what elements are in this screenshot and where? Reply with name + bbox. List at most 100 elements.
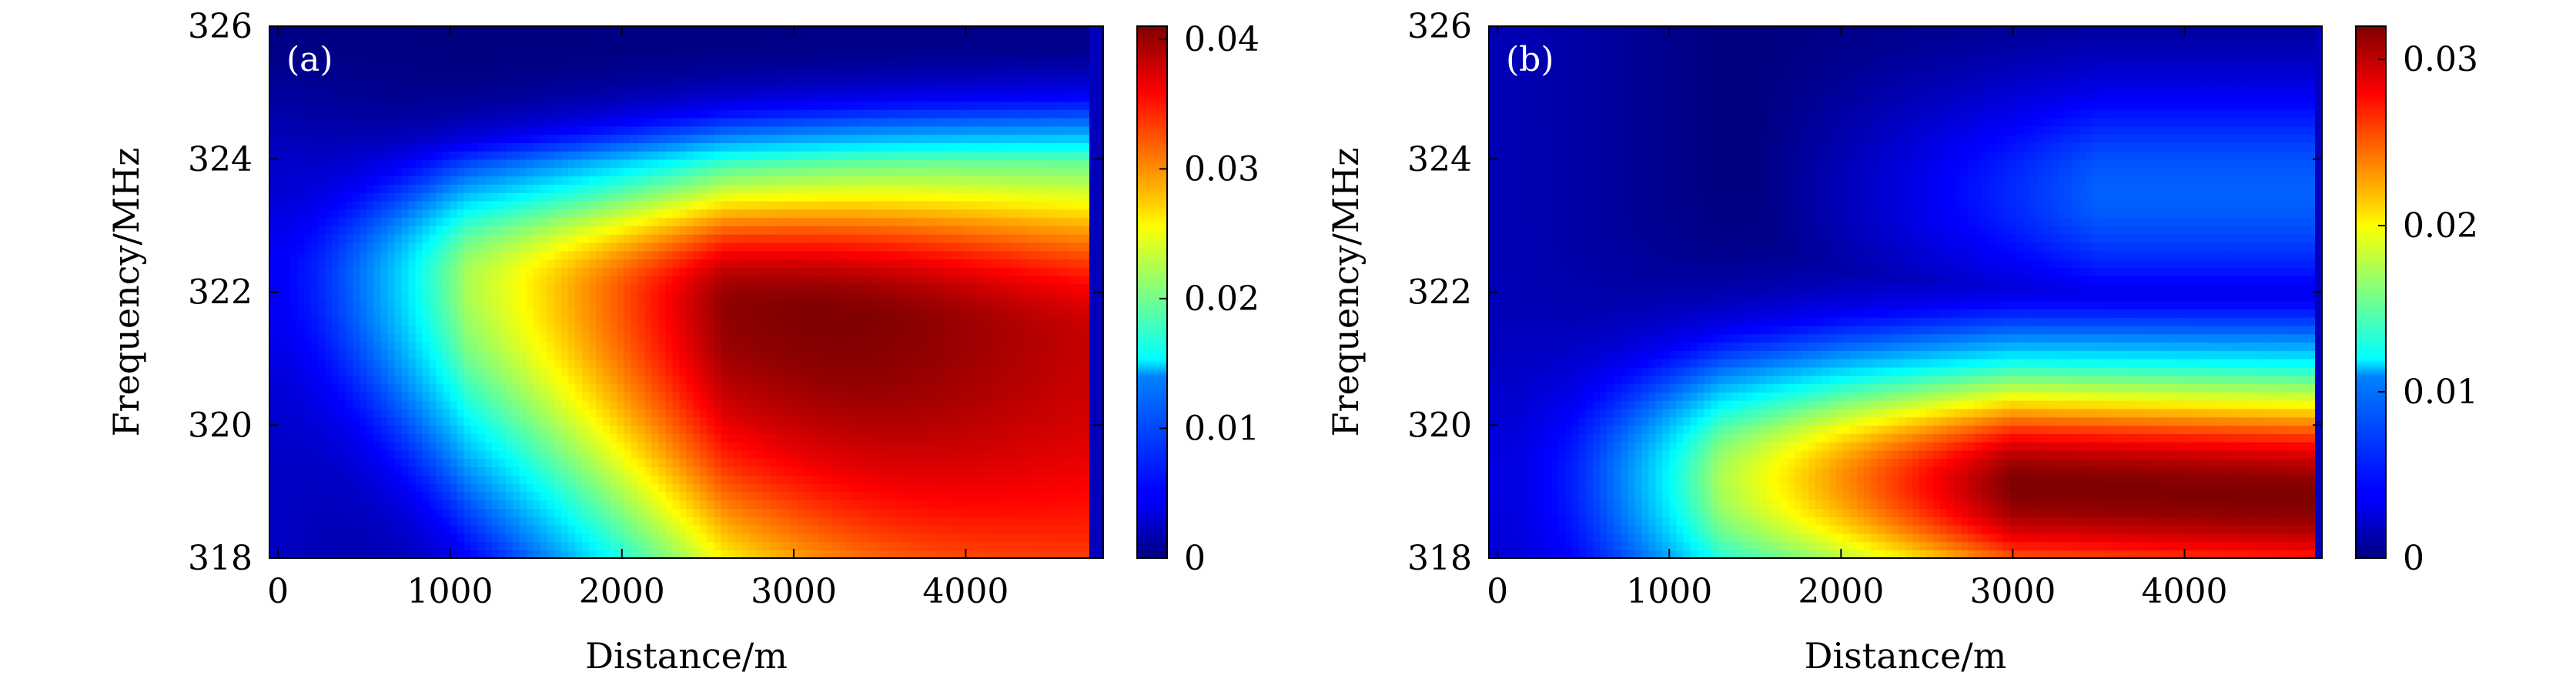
heatmap-cell bbox=[762, 109, 771, 119]
heatmap-cell bbox=[631, 59, 639, 69]
heatmap-cell bbox=[470, 242, 479, 252]
heatmap-cell bbox=[624, 358, 632, 368]
heatmap-cell bbox=[658, 375, 667, 385]
heatmap-cell bbox=[477, 508, 486, 517]
heatmap-cell bbox=[387, 500, 396, 510]
heatmap-cell bbox=[797, 209, 805, 219]
heatmap-cell bbox=[360, 184, 368, 193]
heatmap-cell bbox=[443, 491, 451, 501]
heatmap-cell bbox=[283, 101, 291, 110]
heatmap-cell bbox=[665, 292, 674, 302]
heatmap-cell bbox=[596, 159, 604, 169]
heatmap-cell bbox=[332, 250, 340, 260]
heatmap-cell bbox=[769, 450, 778, 460]
heatmap-cell bbox=[568, 84, 576, 94]
heatmap-cell bbox=[457, 316, 465, 326]
heatmap-cell bbox=[477, 267, 486, 276]
heatmap-cell bbox=[776, 250, 785, 260]
heatmap-cell bbox=[603, 500, 611, 510]
heatmap-cell bbox=[387, 392, 396, 401]
heatmap-cell bbox=[318, 150, 326, 160]
heatmap-cell bbox=[610, 26, 618, 35]
heatmap-cell bbox=[443, 125, 451, 135]
heatmap-cell bbox=[318, 400, 326, 410]
heatmap-cell bbox=[457, 250, 465, 260]
heatmap-cell bbox=[297, 75, 305, 85]
heatmap-cell bbox=[304, 400, 312, 410]
heatmap-cell bbox=[311, 150, 319, 160]
heatmap-cell bbox=[380, 483, 389, 493]
heatmap-cell bbox=[269, 441, 277, 451]
heatmap-cell bbox=[783, 134, 791, 143]
heatmap-cell bbox=[366, 242, 375, 252]
heatmap-cell bbox=[463, 217, 472, 226]
heatmap-cell bbox=[526, 450, 534, 460]
heatmap-cell bbox=[290, 309, 298, 318]
heatmap-cell bbox=[783, 408, 791, 418]
heatmap-cell bbox=[547, 517, 555, 526]
heatmap-cell bbox=[762, 67, 771, 77]
heatmap-cell bbox=[269, 508, 277, 517]
heatmap-cell bbox=[617, 350, 625, 359]
heatmap-cell bbox=[582, 550, 590, 559]
heatmap-cell bbox=[463, 92, 472, 102]
heatmap-cell bbox=[484, 408, 493, 418]
heatmap-cell bbox=[624, 176, 632, 185]
heatmap-cell bbox=[610, 450, 618, 460]
heatmap-cell bbox=[394, 342, 403, 351]
heatmap-cell bbox=[304, 500, 312, 510]
heatmap-cell bbox=[624, 433, 632, 443]
heatmap-cell bbox=[498, 458, 507, 468]
heatmap-cell bbox=[734, 508, 743, 517]
heatmap-cell bbox=[353, 375, 361, 385]
heatmap-cell bbox=[297, 184, 305, 193]
heatmap-cell bbox=[311, 92, 319, 102]
heatmap-cell bbox=[596, 84, 604, 94]
heatmap-cell bbox=[776, 475, 785, 484]
heatmap-cell bbox=[380, 26, 389, 35]
heatmap-cell bbox=[436, 358, 444, 368]
heatmap-cell bbox=[346, 84, 354, 94]
heatmap-cell bbox=[477, 524, 486, 534]
heatmap-cell bbox=[769, 342, 778, 351]
heatmap-cell bbox=[353, 250, 361, 260]
heatmap-cell bbox=[679, 450, 687, 460]
heatmap-cell bbox=[325, 242, 333, 252]
heatmap-cell bbox=[339, 117, 347, 127]
heatmap-cell bbox=[366, 275, 375, 285]
heatmap-cell bbox=[804, 134, 812, 143]
heatmap-cell bbox=[644, 500, 653, 510]
heatmap-cell bbox=[561, 84, 569, 94]
heatmap-cell bbox=[637, 26, 646, 35]
heatmap-cell bbox=[596, 533, 604, 543]
heatmap-cell bbox=[561, 109, 569, 119]
heatmap-cell bbox=[505, 283, 514, 293]
heatmap-cell bbox=[415, 450, 423, 460]
heatmap-cell bbox=[575, 192, 583, 202]
heatmap-cell bbox=[297, 524, 305, 534]
heatmap-cell bbox=[714, 458, 722, 468]
heatmap-cell bbox=[290, 350, 298, 359]
heatmap-cell bbox=[339, 517, 347, 526]
heatmap-cell bbox=[797, 26, 805, 35]
heatmap-cell bbox=[450, 524, 458, 534]
heatmap-cell bbox=[686, 366, 694, 376]
heatmap-cell bbox=[741, 383, 750, 393]
heatmap-cell bbox=[707, 267, 715, 276]
heatmap-cell bbox=[463, 283, 472, 293]
heatmap-cell bbox=[734, 159, 743, 169]
heatmap-cell bbox=[693, 275, 701, 285]
heatmap-cell bbox=[769, 350, 778, 359]
heatmap-cell bbox=[610, 283, 618, 293]
heatmap-cell bbox=[463, 541, 472, 551]
heatmap-cell bbox=[589, 283, 597, 293]
heatmap-cell bbox=[554, 483, 562, 493]
heatmap-cell bbox=[297, 176, 305, 185]
heatmap-cell bbox=[533, 550, 541, 559]
heatmap-cell bbox=[540, 333, 548, 343]
heatmap-cell bbox=[554, 517, 562, 526]
heatmap-cell bbox=[408, 184, 417, 193]
heatmap-cell bbox=[401, 541, 410, 551]
heatmap-cell bbox=[589, 350, 597, 359]
heatmap-cell bbox=[477, 366, 486, 376]
